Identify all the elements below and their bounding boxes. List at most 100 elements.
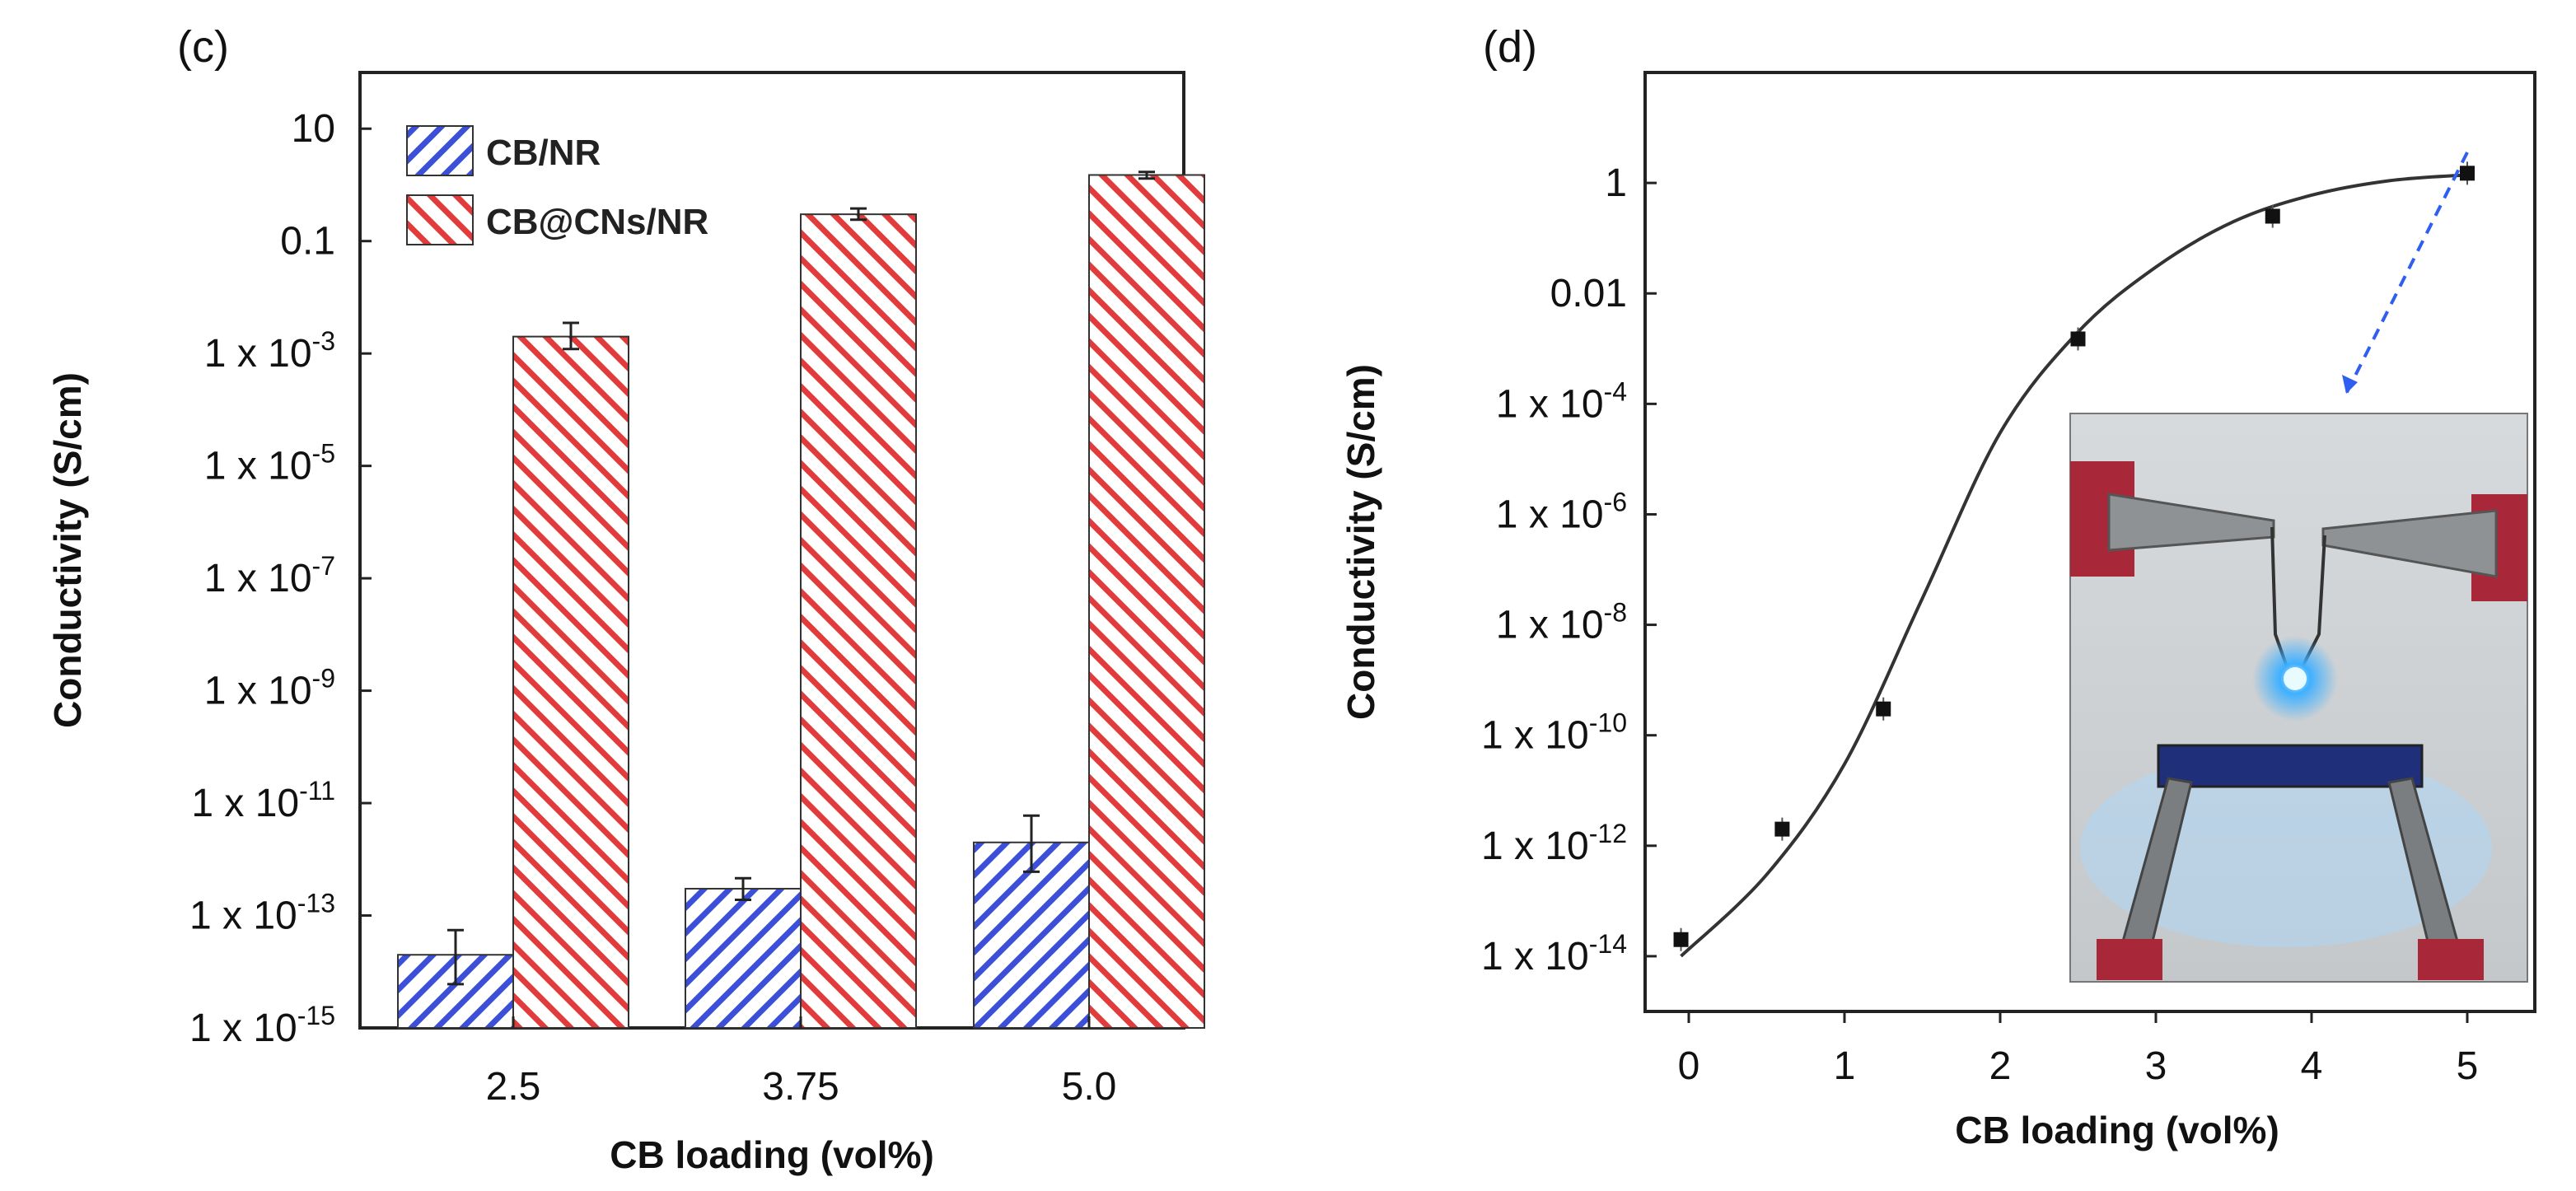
panel-c-x-axis-title: CB loading (vol%) [610, 1133, 934, 1176]
c-y-tick-label-base: 1 x 10 [204, 670, 312, 713]
c-x-tick-label: 2.5 [486, 1065, 541, 1109]
c-y-tick-label-base: 1 x 10 [189, 894, 297, 938]
annotation-arrowhead [2342, 375, 2358, 394]
panel-d-y-axis-title: Conductivity (S/cm) [1339, 364, 1382, 720]
panel-c-error-bars [447, 170, 1155, 986]
c-y-tick-label-exponent: -11 [299, 776, 335, 806]
d-y-tick-label: 1 x 10-10 [1481, 708, 1627, 758]
d-y-tick-label-exponent: -4 [1604, 376, 1627, 406]
d-y-tick-label-exponent: -6 [1604, 487, 1627, 516]
bottom-right-grip [2418, 939, 2484, 980]
error-bar-cb-nr-5-0 [1023, 814, 1040, 873]
bar-cb-cns-nr-5-0 [1088, 174, 1205, 1029]
d-y-tick-label: 1 x 10-8 [1496, 598, 1627, 647]
panel-d-label: (d) [1483, 22, 1537, 72]
d-y-tick-label-exponent: -12 [1589, 819, 1627, 848]
d-x-tick-label: 0 [1678, 1044, 1700, 1088]
data-point-4 [2265, 208, 2280, 224]
data-point-3 [2070, 331, 2086, 347]
panel-c: (c) 100.11 x 10-31 x 10-51 x 10-71 x 10-… [46, 22, 1205, 1176]
error-bar-cb-cns-nr-2-5 [563, 321, 579, 351]
panel-c-x-axis: 2.5 3.75 5.0 [486, 1016, 1117, 1109]
bar-cb-nr-3-75 [685, 887, 802, 1029]
panel-d-frame [1643, 71, 2536, 1013]
d-x-tick-label: 3 [2145, 1044, 2167, 1088]
d-y-tick-label-exponent: -14 [1589, 929, 1627, 959]
data-point-1 [1774, 821, 1790, 837]
d-x-tick-label: 2 [1989, 1044, 2012, 1088]
c-y-tick-label-base: 1 x 10 [204, 445, 312, 488]
panel-c-y-axis: 100.11 x 10-31 x 10-51 x 10-71 x 10-91 x… [189, 107, 372, 1050]
c-y-tick-label: 1 x 10-13 [189, 889, 335, 938]
d-y-tick-label-exponent: -8 [1604, 598, 1627, 628]
error-bar-cb-nr-2-5 [447, 928, 464, 986]
c-y-tick-label-base: 1 x 10 [204, 557, 312, 600]
panel-c-label: (c) [177, 22, 229, 72]
d-y-tick-label: 1 [1605, 161, 1627, 205]
c-y-tick-label: 1 x 10-11 [191, 776, 335, 825]
d-y-tick-label-base: 1 x 10 [1496, 604, 1604, 647]
d-x-tick-label: 5 [2457, 1044, 2479, 1088]
c-y-tick-label: 1 x 10-7 [204, 551, 335, 600]
d-x-tick-label: 4 [2301, 1044, 2323, 1088]
d-y-tick-label-base: 1 x 10 [1481, 935, 1589, 978]
fit-curve [1680, 173, 2468, 958]
error-bar-cb-cns-nr-5-0 [1138, 170, 1155, 180]
d-y-tick-label-base: 1 x 10 [1496, 493, 1604, 536]
c-y-tick-label-base: 1 x 10 [204, 332, 312, 376]
d-y-tick-label: 1 x 10-6 [1496, 487, 1627, 536]
annotation-arrow [2345, 152, 2469, 395]
d-y-tick-label-base: 1 x 10 [1481, 714, 1589, 758]
c-x-tick-label: 3.75 [762, 1065, 839, 1109]
legend-swatch-cb-cns-nr [406, 194, 474, 245]
panel-d: (d) 10.011 x 10-41 x 10-61 x 10-81 x 10-… [1339, 22, 2536, 1151]
c-y-tick-label: 1 x 10-15 [189, 1001, 335, 1050]
c-y-tick-label-base: 0.1 [280, 220, 335, 264]
panel-c-y-axis-title: Conductivity (S/cm) [46, 372, 89, 728]
c-y-tick-label-base: 10 [292, 107, 335, 151]
panel-d-x-axis: 0 1 2 3 4 5 [1678, 1011, 2479, 1088]
c-y-tick-label-exponent: -7 [312, 551, 335, 581]
c-y-tick-label-exponent: -15 [297, 1001, 335, 1030]
d-y-tick-label-exponent: -10 [1589, 708, 1627, 738]
c-y-tick-label: 1 x 10-5 [204, 439, 335, 488]
panel-c-legend: CB/NR CB@CNs/NR [406, 125, 708, 245]
data-point-5 [2460, 166, 2475, 181]
d-y-tick-label: 0.01 [1550, 272, 1627, 315]
d-y-tick-label-base: 1 x 10 [1496, 382, 1604, 426]
d-x-tick-label: 1 [1834, 1044, 1856, 1088]
composite-strip [2157, 744, 2424, 788]
panel-c-bars [397, 174, 1205, 1030]
c-y-tick-label-exponent: -13 [297, 889, 335, 918]
d-y-tick-label: 1 x 10-4 [1496, 376, 1627, 426]
c-y-tick-label: 1 x 10-9 [204, 664, 335, 713]
c-y-tick-label-base: 1 x 10 [191, 782, 299, 825]
error-bar-cb-cns-nr-3-75 [850, 207, 867, 222]
c-y-tick-label-base: 1 x 10 [189, 1007, 297, 1050]
c-y-tick-label-exponent: -3 [312, 326, 335, 356]
legend-swatch-cb-nr [406, 125, 474, 176]
inset-photo [2069, 413, 2528, 983]
c-y-tick-label: 10 [292, 107, 335, 151]
error-bar-cb-nr-3-75 [735, 876, 751, 902]
panel-d-x-axis-title: CB loading (vol%) [1955, 1109, 2279, 1151]
d-y-tick-label-base: 1 x 10 [1481, 824, 1589, 868]
d-y-tick-label-base: 1 [1605, 161, 1627, 205]
led-bulb [2284, 667, 2307, 690]
bar-cb-cns-nr-3-75 [800, 213, 917, 1030]
panel-d-y-axis: 10.011 x 10-41 x 10-61 x 10-81 x 10-101 … [1481, 161, 1657, 978]
bottom-left-grip [2097, 939, 2162, 980]
d-y-tick-label: 1 x 10-14 [1481, 929, 1627, 978]
d-y-tick-label-base: 0.01 [1550, 272, 1627, 315]
c-y-tick-label: 0.1 [280, 220, 335, 264]
legend-label-cb-nr: CB/NR [486, 133, 601, 173]
data-points [1673, 161, 2475, 951]
c-x-tick-label: 5.0 [1062, 1065, 1117, 1109]
data-point-2 [1876, 701, 1891, 717]
c-y-tick-label-exponent: -5 [312, 439, 335, 469]
bar-cb-cns-nr-2-5 [512, 335, 629, 1029]
c-y-tick-label: 1 x 10-3 [204, 326, 335, 376]
c-y-tick-label-exponent: -9 [312, 664, 335, 694]
data-point-0 [1673, 932, 1689, 947]
